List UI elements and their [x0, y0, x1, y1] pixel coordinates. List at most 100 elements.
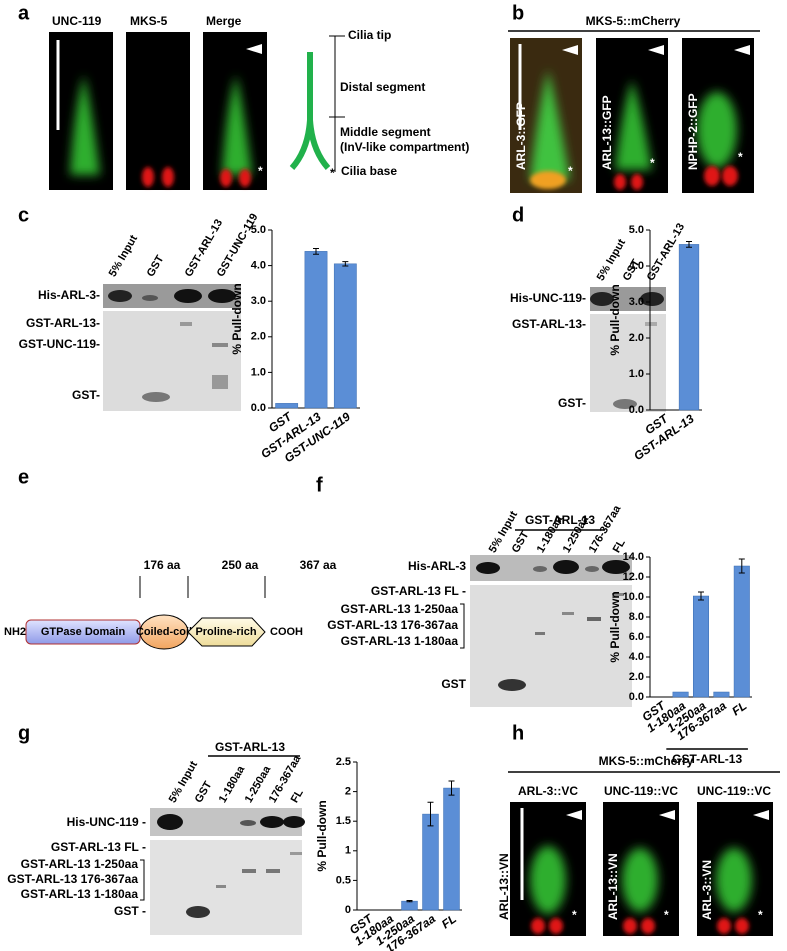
column-label: UNC-119::VC: [604, 784, 678, 798]
bar: [333, 263, 357, 409]
green-signal: [222, 75, 252, 175]
lane-label: GST: [510, 529, 532, 555]
band: [216, 885, 226, 888]
band: [208, 289, 236, 303]
bar: [678, 244, 700, 411]
row-label: GST-ARL-13 1-250aa: [341, 602, 459, 616]
y-tick-label: 1.0: [629, 368, 644, 380]
asterisk: *: [258, 164, 263, 178]
error-bar: [738, 558, 745, 574]
bar: [304, 251, 328, 409]
green-signal: [622, 848, 658, 912]
panel-d-blot: 5% Input GST GST-ARL-13 His-UNC-119- GST…: [510, 221, 687, 412]
band: [186, 906, 210, 918]
red-signal: [717, 918, 731, 934]
y-tick-label: 2: [345, 786, 351, 798]
panel-label: b: [512, 2, 524, 24]
y-tick-label: 2.5: [336, 756, 351, 768]
y-tick-label: 0.0: [629, 404, 644, 416]
panel-header: MKS-5::mCherry: [586, 14, 681, 28]
lane-label: 5% Input: [107, 233, 140, 279]
y-tick-label: 0.0: [629, 691, 644, 703]
group-label: GST-ARL-13: [672, 752, 742, 766]
y-tick-label: 2.0: [251, 331, 266, 343]
row-label: GST-ARL-13 176-367aa: [7, 872, 138, 886]
domain-label: Proline-rich: [195, 626, 256, 638]
error-bar: [342, 261, 349, 267]
red-signal: [623, 918, 637, 934]
asterisk: *: [568, 164, 573, 178]
band: [290, 852, 302, 855]
micrograph: [126, 32, 190, 190]
red-signal: [530, 171, 566, 189]
panel-label: c: [18, 204, 29, 226]
arrowhead: [562, 45, 578, 55]
panel-a: * UNC-119 MKS-5 Merge Cilia tip Distal s…: [49, 14, 469, 190]
row-label: GST-ARL-13 1-250aa: [21, 857, 139, 871]
row-label: GST-ARL-13 1-180aa: [21, 887, 139, 901]
group-header: GST-ARL-13: [525, 513, 595, 527]
y-tick-label: 0.5: [336, 874, 351, 886]
band: [533, 566, 547, 572]
y-tick-label: 3.0: [251, 295, 266, 307]
position-label: 367 aa: [300, 558, 337, 572]
arrowhead: [753, 810, 769, 820]
row-label: GST-ARL-13-: [26, 316, 100, 330]
green-signal: [615, 80, 652, 170]
schematic-label: Cilia base: [341, 164, 397, 178]
red-signal: [220, 169, 232, 187]
row-label: GST -: [114, 904, 146, 918]
y-tick-label: 5.0: [629, 224, 644, 236]
bar: [275, 403, 299, 409]
band: [266, 869, 280, 873]
row-label: GST-: [558, 396, 586, 410]
arrowhead: [659, 810, 675, 820]
error-bar: [698, 591, 704, 601]
gel: [103, 311, 241, 411]
panel-h: MKS-5::mCherry ARL-3::VC UNC-119::VC UNC…: [497, 754, 780, 936]
band: [498, 679, 526, 691]
gel: [470, 585, 632, 707]
row-label: GST-ARL-13 FL -: [51, 840, 146, 854]
image-label: ARL-13::GFP: [600, 95, 614, 170]
position-label: 176 aa: [144, 558, 181, 572]
y-tick-label: 12.0: [623, 571, 644, 583]
arrowhead: [734, 45, 750, 55]
band: [587, 617, 601, 621]
green-signal: [530, 846, 566, 914]
error-bar: [406, 900, 413, 903]
image-label: ARL-13::VN: [497, 853, 511, 920]
asterisk: *: [758, 908, 763, 922]
arrowhead: [648, 45, 664, 55]
asterisk: *: [650, 156, 655, 170]
y-tick-label: 5.0: [251, 224, 266, 236]
group-header: GST-ARL-13: [215, 740, 285, 754]
cilium-schematic: [289, 52, 331, 170]
schematic-label: (InV-like compartment): [340, 140, 469, 154]
band: [240, 820, 256, 826]
y-tick-label: 14.0: [623, 551, 644, 563]
panel-label: a: [18, 2, 30, 24]
band: [142, 295, 158, 301]
channel-label: MKS-5: [130, 14, 168, 28]
asterisk: *: [738, 150, 743, 164]
band: [645, 322, 657, 326]
band: [590, 292, 614, 306]
y-axis-label: % Pull-down: [608, 591, 622, 662]
position-label: 250 aa: [222, 558, 259, 572]
band: [108, 290, 132, 302]
panel-g-blot: GST-ARL-13 5% Input GST 1-180aa 1-250aa …: [7, 740, 306, 935]
lane-label: GST: [193, 779, 215, 805]
terminus-label: COOH: [270, 626, 303, 638]
red-signal: [142, 167, 154, 187]
red-signal: [704, 166, 720, 186]
band: [612, 593, 624, 596]
arrowhead: [566, 810, 582, 820]
panel-label: d: [512, 204, 524, 226]
bar: [733, 565, 750, 698]
asterisk: *: [330, 166, 335, 180]
panel-label: g: [18, 722, 30, 744]
band: [535, 632, 545, 635]
y-tick-label: 4.0: [251, 260, 266, 272]
y-tick-label: 4.0: [629, 651, 644, 663]
